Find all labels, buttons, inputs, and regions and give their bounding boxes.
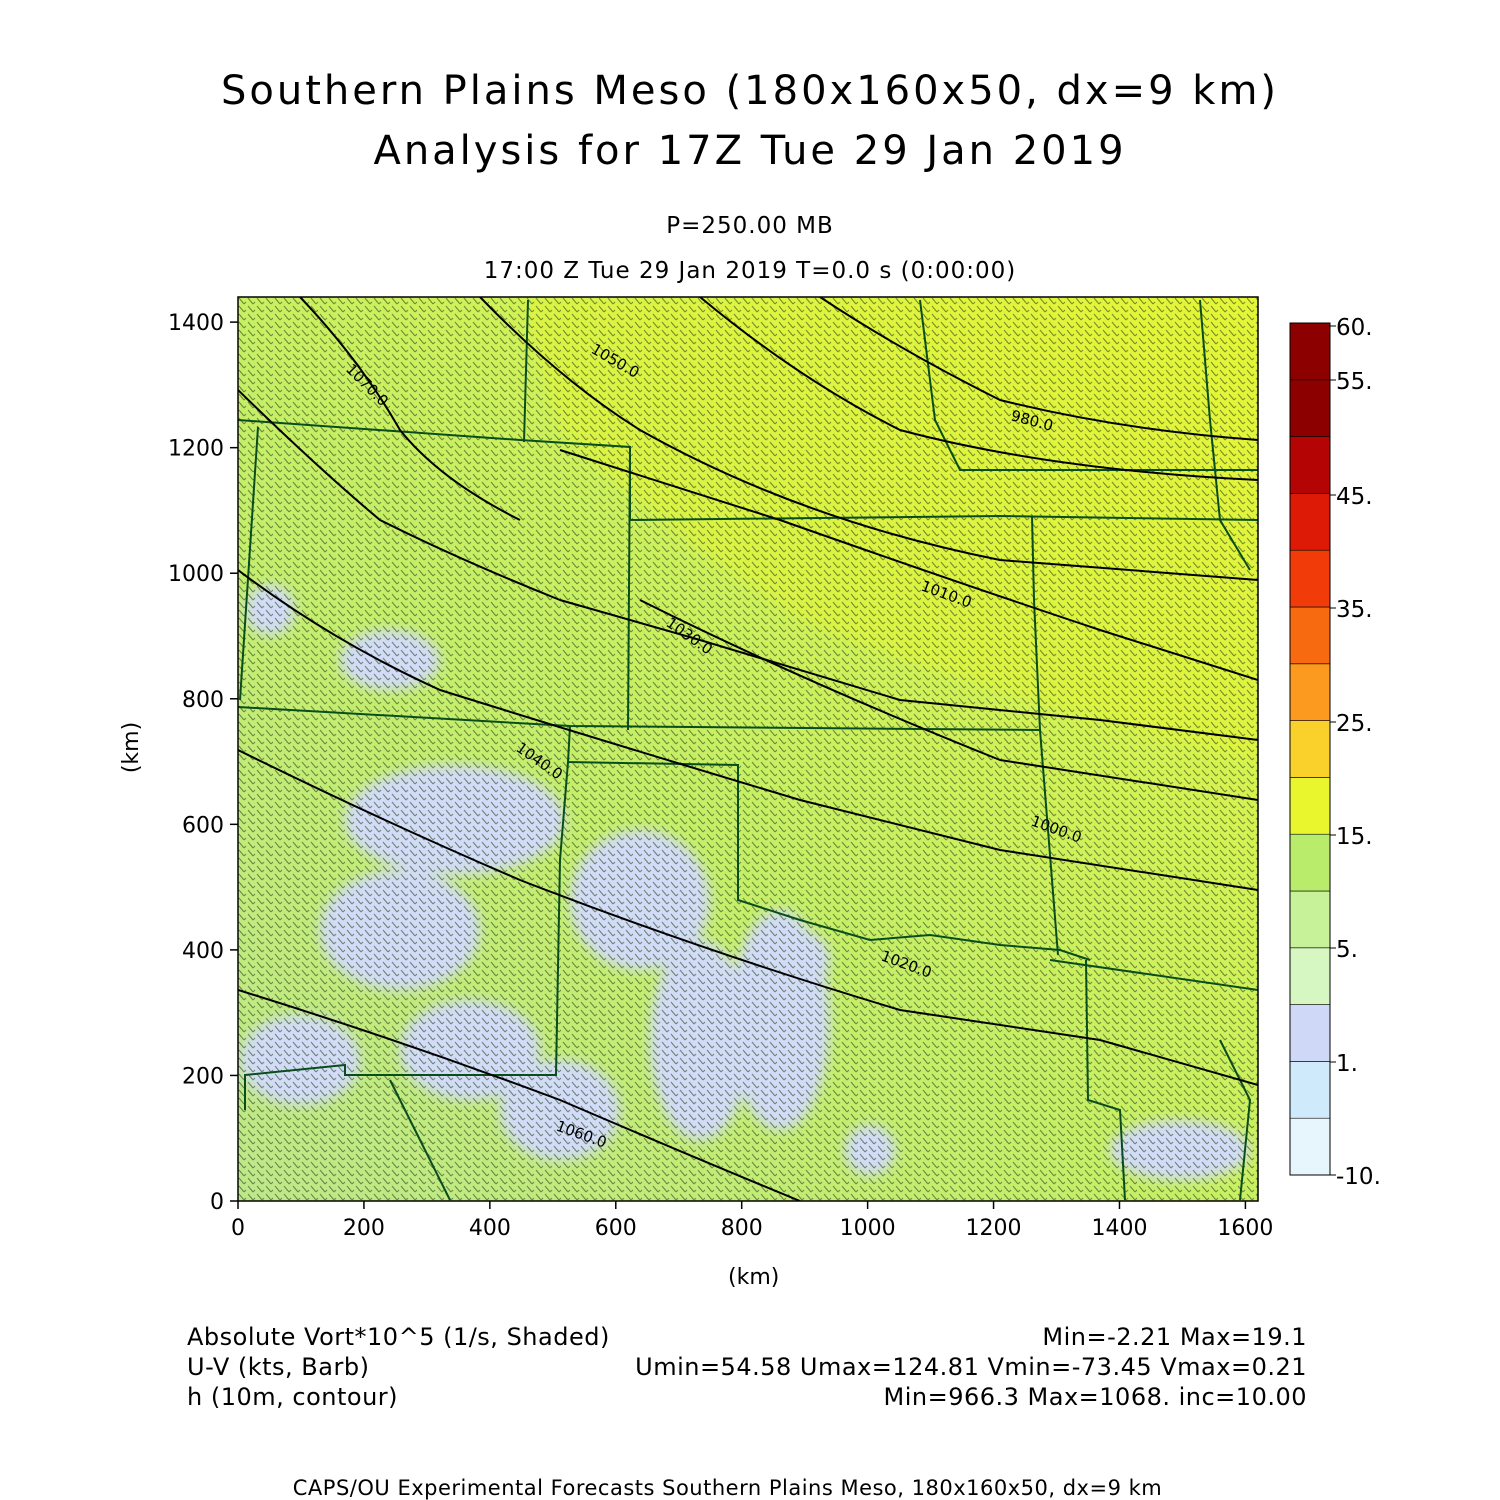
plot-frame [237, 296, 1259, 1202]
x-tick-label: 800 [721, 1216, 763, 1241]
x-tick-label: 1000 [840, 1216, 896, 1241]
colorbar-label: -10. [1336, 1164, 1381, 1190]
y-axis: 0 200 400 600 800 1000 1200 1400 [168, 311, 238, 1215]
y-tick-label: 1000 [168, 562, 224, 587]
chart-subtitle: Analysis for 17Z Tue 29 Jan 2019 [373, 128, 1127, 174]
chart-title: Southern Plains Meso (180x160x50, dx=9 k… [220, 68, 1280, 114]
y-tick-label: 200 [182, 1064, 224, 1089]
colorbar-swatch [1289, 777, 1331, 835]
field-label-height: h (10m, contour) [187, 1383, 399, 1411]
colorbar-swatch [1289, 890, 1331, 949]
x-tick-label: 600 [595, 1216, 637, 1241]
vorticity-range: Min=-2.21 Max=19.1 [1042, 1323, 1307, 1351]
colorbar-label: 5. [1336, 937, 1358, 963]
x-tick-label: 1200 [966, 1216, 1022, 1241]
colorbar-swatch [1289, 1061, 1331, 1119]
colorbar-swatch [1289, 606, 1331, 665]
colorbar-swatch [1289, 379, 1331, 437]
y-tick-label: 800 [182, 688, 224, 713]
x-tick-label: 400 [469, 1216, 511, 1241]
colorbar-label: 1. [1336, 1051, 1358, 1077]
y-axis-label: (km) [119, 721, 145, 774]
y-tick-label: 600 [182, 813, 224, 838]
colorbar-swatch [1289, 549, 1331, 608]
height-range: Min=966.3 Max=1068. inc=10.00 [883, 1383, 1307, 1411]
colorbar-frame [1289, 322, 1331, 1176]
pressure-level-label: P=250.00 MB [666, 213, 834, 239]
colorbar-swatch [1289, 322, 1331, 381]
credit-line: CAPS/OU Experimental Forecasts Southern … [292, 1476, 1163, 1500]
colorbar-label: 15. [1336, 824, 1373, 850]
x-tick-label: 1600 [1217, 1216, 1273, 1241]
colorbar-label: 35. [1336, 597, 1373, 623]
map-field: 1070.0 1050.0 980.0 1010.0 1030.0 1040.0… [238, 297, 1258, 1201]
colorbar-swatch [1289, 947, 1331, 1005]
x-tick-label: 0 [231, 1216, 245, 1241]
colorbar-swatch [1289, 493, 1331, 551]
colorbar-swatch [1289, 1117, 1331, 1176]
x-axis-label: (km) [728, 1265, 780, 1290]
x-tick-label: 1400 [1091, 1216, 1147, 1241]
colorbar-label: 25. [1336, 711, 1373, 737]
y-tick-label: 0 [210, 1190, 224, 1215]
colorbar-swatch [1289, 720, 1331, 778]
colorbar-label: 55. [1336, 369, 1373, 395]
y-tick-label: 1200 [168, 437, 224, 462]
wind-barbs [238, 297, 1258, 1201]
y-tick-label: 1400 [168, 311, 224, 336]
colorbar: -10. 1. 5. 15. 25. 35. 45. 55. 60. [1289, 315, 1381, 1190]
colorbar-label: 45. [1336, 484, 1373, 510]
colorbar-swatch [1289, 1004, 1331, 1062]
colorbar-swatch [1289, 436, 1331, 494]
state-boundaries [238, 299, 1258, 1201]
height-contours [238, 297, 1258, 1201]
valid-time-label: 17:00 Z Tue 29 Jan 2019 T=0.0 s (0:00:00… [483, 258, 1017, 284]
colorbar-label: 60. [1336, 315, 1373, 341]
y-tick-label: 400 [182, 939, 224, 964]
x-tick-label: 200 [343, 1216, 385, 1241]
field-label-wind: U-V (kts, Barb) [187, 1353, 370, 1381]
colorbar-swatch [1289, 833, 1331, 892]
field-label-vorticity: Absolute Vort*10^5 (1/s, Shaded) [187, 1323, 610, 1351]
x-axis: 0 200 400 600 800 1000 1200 1400 1600 [231, 1201, 1273, 1241]
wind-range: Umin=54.58 Umax=124.81 Vmin=-73.45 Vmax=… [635, 1353, 1307, 1381]
colorbar-swatch [1289, 663, 1331, 721]
